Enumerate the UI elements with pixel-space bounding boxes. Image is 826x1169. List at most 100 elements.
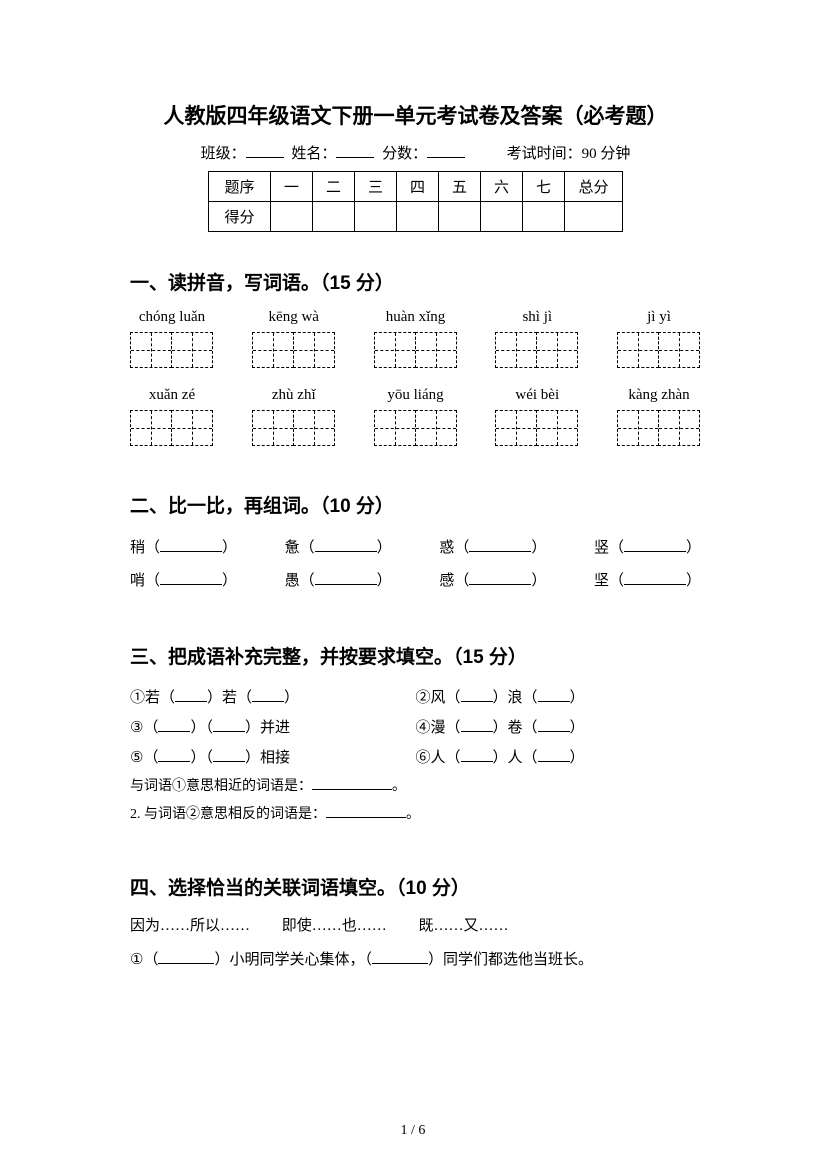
answer-blank[interactable] [624, 573, 686, 585]
compare-item: 竖（） [594, 532, 701, 565]
idiom-row: ①若（）若（）②风（）浪（） [130, 683, 701, 713]
class-blank[interactable] [246, 144, 284, 158]
compare-item: 坚（） [594, 565, 701, 598]
answer-blank[interactable] [461, 750, 493, 762]
text-fragment: ）小明同学关心集体，（ [214, 952, 372, 968]
header-cell: 七 [523, 172, 565, 202]
score-cell[interactable] [313, 202, 355, 232]
tianzige-cell[interactable] [374, 410, 416, 446]
pinyin-label: shì jì [495, 309, 579, 326]
tianzige-cell[interactable] [617, 332, 659, 368]
pinyin-item: huàn xǐng [374, 309, 458, 369]
tianzige-cell[interactable] [252, 410, 294, 446]
pinyin-item: kàng zhàn [617, 387, 701, 447]
answer-blank[interactable] [326, 806, 406, 818]
answer-blank[interactable] [312, 778, 392, 790]
section-heading: 四、选择恰当的关联词语填空。（10 分） [130, 873, 701, 900]
tianzige-cell[interactable] [658, 410, 700, 446]
idiom-row: ⑤（）（）相接⑥人（）人（） [130, 743, 701, 773]
option: 即使……也…… [282, 918, 387, 934]
score-cell[interactable] [439, 202, 481, 232]
answer-blank[interactable] [538, 720, 570, 732]
compare-item: 愚（） [285, 565, 392, 598]
tianzige-cell[interactable] [415, 410, 457, 446]
tianzige-grid[interactable] [130, 332, 214, 369]
answer-blank[interactable] [538, 750, 570, 762]
pinyin-label: zhù zhǐ [252, 387, 336, 404]
pinyin-item: zhù zhǐ [252, 387, 336, 447]
tianzige-cell[interactable] [130, 410, 172, 446]
tianzige-grid[interactable] [495, 332, 579, 369]
tianzige-cell[interactable] [617, 410, 659, 446]
tianzige-cell[interactable] [495, 332, 537, 368]
answer-blank[interactable] [160, 540, 222, 552]
answer-blank[interactable] [175, 690, 207, 702]
score-cell[interactable] [565, 202, 623, 232]
option: 既……又…… [419, 918, 509, 934]
answer-blank[interactable] [461, 720, 493, 732]
answer-blank[interactable] [160, 573, 222, 585]
tianzige-grid[interactable] [130, 410, 214, 447]
tianzige-cell[interactable] [495, 410, 537, 446]
pinyin-label: xuǎn zé [130, 387, 214, 404]
tianzige-cell[interactable] [293, 410, 335, 446]
page-title: 人教版四年级语文下册一单元考试卷及答案（必考题） [130, 100, 701, 130]
tianzige-cell[interactable] [293, 332, 335, 368]
answer-blank[interactable] [315, 540, 377, 552]
tianzige-grid[interactable] [617, 332, 701, 369]
tianzige-cell[interactable] [658, 332, 700, 368]
note-line: 与词语①意思相近的词语是：。 [130, 773, 701, 801]
tianzige-cell[interactable] [252, 332, 294, 368]
score-cell[interactable] [271, 202, 313, 232]
answer-blank[interactable] [469, 573, 531, 585]
page-number: 1 / 6 [0, 1123, 826, 1139]
answer-blank[interactable] [252, 690, 284, 702]
score-blank[interactable] [427, 144, 465, 158]
tianzige-cell[interactable] [374, 332, 416, 368]
compare-item: 稍（） [130, 532, 237, 565]
score-label: 分数： [382, 146, 427, 162]
tianzige-cell[interactable] [536, 410, 578, 446]
answer-blank[interactable] [213, 720, 245, 732]
tianzige-cell[interactable] [130, 332, 172, 368]
section-1: 一、读拼音，写词语。（15 分） chóng luǎnkēng wàhuàn x… [130, 268, 701, 447]
score-cell[interactable] [481, 202, 523, 232]
tianzige-grid[interactable] [374, 332, 458, 369]
tianzige-cell[interactable] [171, 410, 213, 446]
pinyin-row: chóng luǎnkēng wàhuàn xǐngshì jìjì yì [130, 309, 701, 369]
idiom-col: ⑥人（）人（） [416, 743, 702, 773]
compare-line: 稍（）惫（）惑（）竖（） [130, 532, 701, 565]
tianzige-grid[interactable] [495, 410, 579, 447]
answer-blank[interactable] [469, 540, 531, 552]
text-fragment: ）同学们都选他当班长。 [428, 952, 593, 968]
tianzige-grid[interactable] [374, 410, 458, 447]
answer-blank[interactable] [461, 690, 493, 702]
answer-blank[interactable] [158, 750, 190, 762]
tianzige-cell[interactable] [171, 332, 213, 368]
tianzige-grid[interactable] [252, 332, 336, 369]
tianzige-grid[interactable] [617, 410, 701, 447]
answer-blank[interactable] [158, 720, 190, 732]
section-4: 四、选择恰当的关联词语填空。（10 分） 因为……所以…… 即使……也…… 既…… [130, 873, 701, 975]
pinyin-item: kēng wà [252, 309, 336, 369]
compare-item: 惑（） [439, 532, 546, 565]
score-cell[interactable] [355, 202, 397, 232]
pinyin-label: wéi bèi [495, 387, 579, 404]
pinyin-item: wéi bèi [495, 387, 579, 447]
answer-blank[interactable] [158, 952, 214, 964]
pinyin-label: kàng zhàn [617, 387, 701, 404]
score-cell[interactable] [397, 202, 439, 232]
name-blank[interactable] [336, 144, 374, 158]
tianzige-grid[interactable] [252, 410, 336, 447]
tianzige-cell[interactable] [415, 332, 457, 368]
score-table: 题序 一 二 三 四 五 六 七 总分 得分 [208, 171, 623, 232]
time-label: 考试时间：90 分钟 [507, 146, 631, 162]
score-cell[interactable] [523, 202, 565, 232]
answer-blank[interactable] [213, 750, 245, 762]
header-cell: 一 [271, 172, 313, 202]
answer-blank[interactable] [315, 573, 377, 585]
answer-blank[interactable] [624, 540, 686, 552]
answer-blank[interactable] [372, 952, 428, 964]
answer-blank[interactable] [538, 690, 570, 702]
tianzige-cell[interactable] [536, 332, 578, 368]
